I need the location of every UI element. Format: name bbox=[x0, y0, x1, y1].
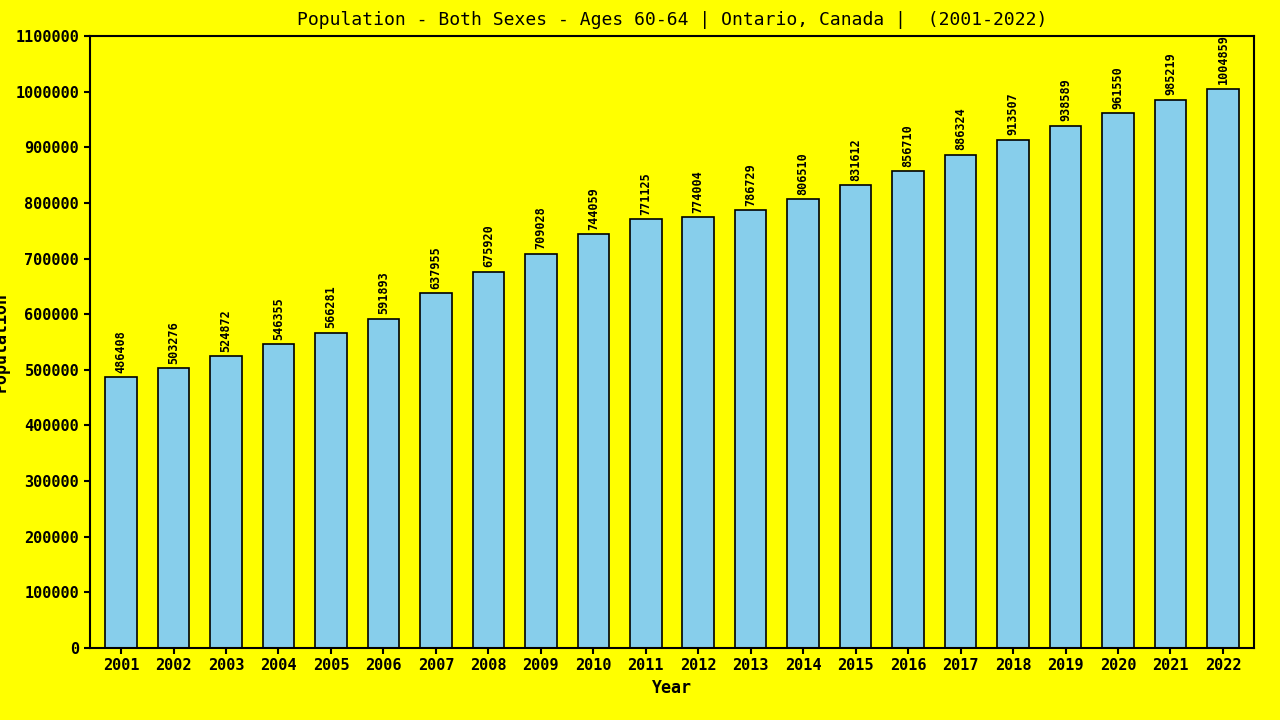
Text: 566281: 566281 bbox=[324, 286, 338, 328]
Bar bbox=[577, 234, 609, 648]
Bar bbox=[1155, 100, 1187, 648]
Bar bbox=[1050, 126, 1082, 648]
Text: 771125: 771125 bbox=[639, 172, 653, 215]
Text: 856710: 856710 bbox=[901, 124, 915, 167]
Bar bbox=[105, 377, 137, 648]
Bar bbox=[157, 368, 189, 648]
Bar bbox=[1102, 113, 1134, 648]
Text: 744059: 744059 bbox=[586, 186, 600, 230]
Bar bbox=[892, 171, 924, 648]
Text: 637955: 637955 bbox=[429, 246, 443, 289]
Text: 913507: 913507 bbox=[1006, 93, 1020, 135]
Text: 675920: 675920 bbox=[481, 225, 495, 268]
Text: 985219: 985219 bbox=[1164, 53, 1176, 96]
Text: 1004859: 1004859 bbox=[1216, 35, 1229, 84]
Text: 774004: 774004 bbox=[691, 170, 705, 213]
Text: 786729: 786729 bbox=[744, 163, 758, 206]
Text: 503276: 503276 bbox=[168, 321, 180, 364]
Bar bbox=[525, 253, 557, 648]
Text: 831612: 831612 bbox=[849, 138, 863, 181]
Bar bbox=[945, 155, 977, 648]
Bar bbox=[210, 356, 242, 648]
Bar bbox=[735, 210, 767, 648]
Bar bbox=[840, 185, 872, 648]
Bar bbox=[997, 140, 1029, 648]
Bar bbox=[630, 219, 662, 648]
Bar bbox=[262, 344, 294, 648]
Bar bbox=[682, 217, 714, 648]
Title: Population - Both Sexes - Ages 60-64 | Ontario, Canada |  (2001-2022): Population - Both Sexes - Ages 60-64 | O… bbox=[297, 11, 1047, 29]
Bar bbox=[472, 272, 504, 648]
Y-axis label: Population: Population bbox=[0, 292, 10, 392]
Text: 591893: 591893 bbox=[376, 271, 390, 314]
Bar bbox=[420, 293, 452, 648]
Text: 709028: 709028 bbox=[534, 207, 548, 249]
Text: 486408: 486408 bbox=[115, 330, 128, 373]
Text: 961550: 961550 bbox=[1111, 66, 1125, 109]
Bar bbox=[367, 319, 399, 648]
Bar bbox=[315, 333, 347, 648]
Text: 938589: 938589 bbox=[1059, 78, 1073, 122]
Text: 886324: 886324 bbox=[954, 108, 968, 150]
Bar bbox=[787, 199, 819, 648]
Text: 806510: 806510 bbox=[796, 152, 810, 195]
Bar bbox=[1207, 89, 1239, 648]
X-axis label: Year: Year bbox=[652, 679, 692, 697]
Text: 524872: 524872 bbox=[219, 309, 233, 351]
Text: 546355: 546355 bbox=[271, 297, 285, 340]
